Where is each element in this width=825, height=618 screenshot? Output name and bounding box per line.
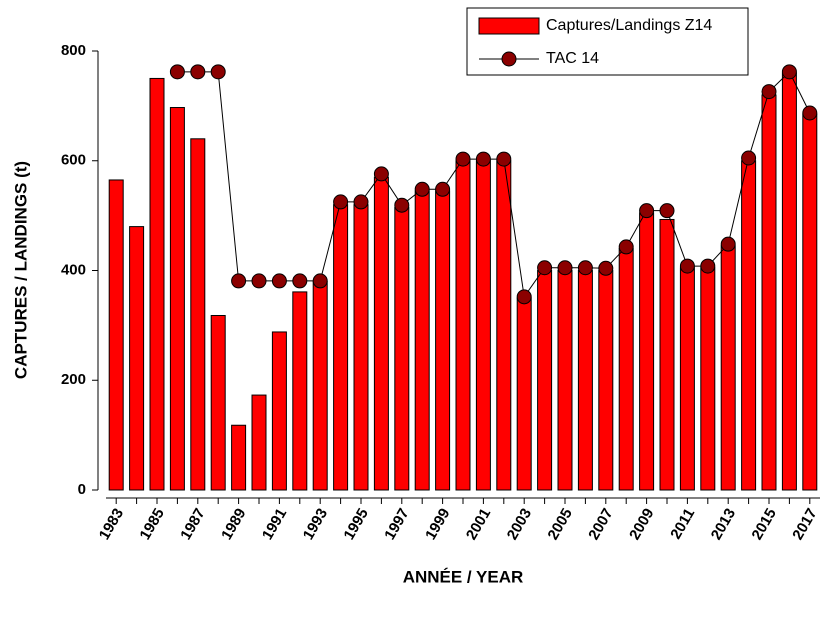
legend-label: TAC 14 [546,50,599,67]
bar [496,160,512,491]
x-tick-label: 1995 [340,505,371,542]
x-tick-label: 2001 [463,505,494,542]
marker [394,197,410,213]
bar [679,267,695,491]
bar [210,314,226,491]
marker [679,258,695,274]
marker [516,289,532,305]
bar [169,107,185,491]
bar [741,160,757,491]
marker [700,258,716,274]
bar [516,297,532,491]
x-tick-label: 2009 [626,505,657,542]
marker [169,64,185,80]
marker [312,273,328,289]
x-tick-label: 1993 [300,505,331,542]
marker [455,151,471,167]
marker [639,203,655,219]
marker [373,166,389,182]
marker [577,260,593,276]
marker [475,151,491,167]
y-tick-label: 600 [61,152,86,169]
marker [598,260,614,276]
marker [210,64,226,80]
bar [455,160,471,491]
bar [802,113,818,491]
bar [271,331,287,491]
bar [373,176,389,491]
marker [761,84,777,100]
bar [639,212,655,491]
x-tick-label: 1991 [259,505,290,542]
marker [231,273,247,289]
marker [435,181,451,197]
y-tick-label: 0 [78,481,86,498]
y-axis-label: CAPTURES / LANDINGS (t) [11,161,30,379]
bar [537,270,553,491]
marker [271,273,287,289]
x-tick-label: 2011 [667,505,698,542]
y-tick-label: 400 [61,261,86,278]
y-tick-label: 200 [61,371,86,388]
x-tick-label: 2007 [585,505,616,542]
marker [414,181,430,197]
bar [598,270,614,491]
bar [761,94,777,491]
bar [435,190,451,491]
marker [802,105,818,121]
bar [414,190,430,491]
marker [496,151,512,167]
x-tick-label: 2005 [544,505,575,542]
bar [190,138,206,491]
x-tick-label: 2013 [708,505,739,542]
marker [190,64,206,80]
marker [537,260,553,276]
x-tick-label: 1997 [381,505,412,542]
bar [781,72,797,491]
x-tick-label: 1999 [422,505,453,542]
marker [353,194,369,210]
x-tick-label: 1985 [136,505,167,542]
bar [720,245,736,491]
bar [312,280,328,491]
bar [333,204,349,491]
legend-swatch [478,17,540,35]
marker [741,150,757,166]
bar [108,179,124,491]
legend-label: Captures/Landings Z14 [546,17,712,34]
marker [659,203,675,219]
marker [251,273,267,289]
marker [333,194,349,210]
legend-marker [501,51,517,67]
marker [618,239,634,255]
bar [231,424,247,491]
marker [781,64,797,80]
x-tick-label: 2015 [748,505,779,542]
bar [149,77,165,491]
bar [129,226,145,491]
bar [251,394,267,491]
line [177,71,811,299]
bar [475,160,491,491]
bar [557,270,573,491]
bar [353,204,369,491]
marker [292,273,308,289]
bar [292,291,308,491]
x-tick-label: 1989 [218,505,249,542]
x-tick-label: 1983 [96,505,127,542]
x-tick-label: 2003 [504,505,535,542]
marker [720,236,736,252]
x-tick-label: 2017 [789,505,820,542]
bar [394,206,410,491]
marker [557,260,573,276]
bar [577,270,593,491]
y-tick-label: 800 [61,42,86,59]
bar [659,218,675,491]
x-axis-label: ANNÉE / YEAR [403,567,524,586]
bar [700,267,716,491]
x-tick-label: 1987 [177,505,208,542]
bar [618,248,634,491]
